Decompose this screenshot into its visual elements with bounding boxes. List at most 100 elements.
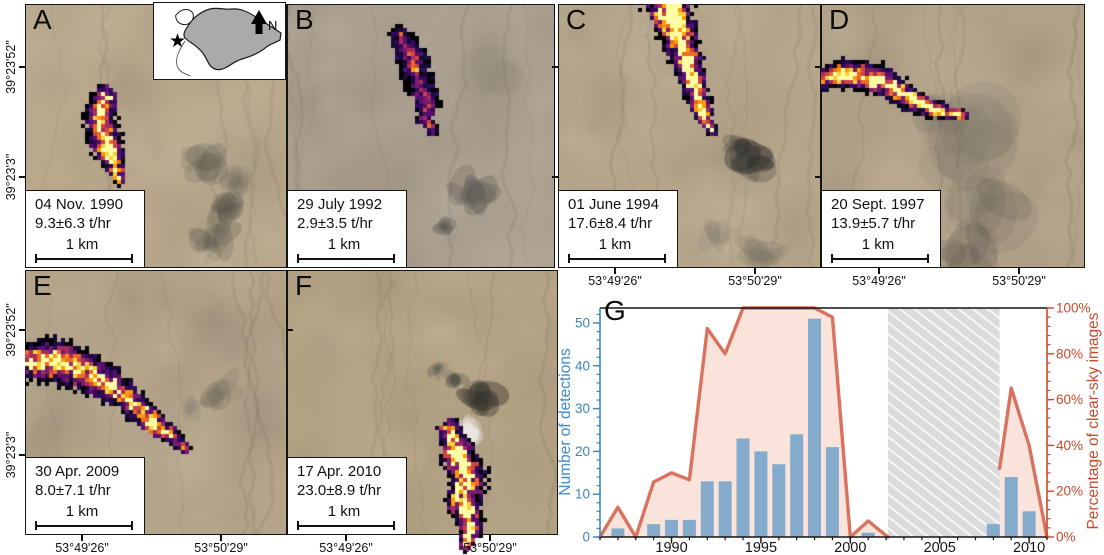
lon-label-f-left: 53°49'26" xyxy=(319,541,373,555)
lon-label-e-right: 53°50'29" xyxy=(194,541,248,555)
lat-tick xyxy=(19,176,25,178)
panel-f-date: 17 Apr. 2010 xyxy=(297,463,382,480)
right-tick-label: 100% xyxy=(1056,301,1091,316)
panel-d-infobox: 20 Sept. 1997 13.9±5.7 t/hr 1 km xyxy=(821,190,941,268)
lat-tick xyxy=(19,454,25,456)
bar-1992 xyxy=(700,481,714,537)
lon-tick xyxy=(878,268,880,274)
panel-c-scalebar xyxy=(568,253,666,263)
lon-tick xyxy=(1018,268,1020,274)
panel-d-rate: 13.9±5.7 t/hr xyxy=(831,214,916,232)
panel-f-scalebar xyxy=(297,520,395,530)
bar-1993 xyxy=(718,481,732,537)
bar-1996 xyxy=(772,464,786,537)
panel-e-scalebar xyxy=(35,520,133,530)
left-tick-label: 20 xyxy=(575,444,590,459)
lat-tick xyxy=(19,66,25,68)
detections-bars xyxy=(611,318,1036,537)
left-tick-label: 40 xyxy=(575,358,590,373)
lon-label-d-right: 53°50'29" xyxy=(992,274,1046,288)
bar-1995 xyxy=(754,451,768,537)
bar-1989 xyxy=(647,524,661,537)
panel-a-letter: A xyxy=(33,4,52,35)
bar-2008 xyxy=(986,524,1000,537)
panel-d-scale-label: 1 km xyxy=(861,235,895,253)
bar-1994 xyxy=(736,438,750,537)
data-gap-hatch-region xyxy=(887,308,1000,537)
bar-2009 xyxy=(1004,477,1018,537)
bar-1991 xyxy=(682,519,696,537)
panel-b: B 29 July 1992 2.9±3.5 t/hr 1 km xyxy=(287,4,555,298)
panel-c: C 01 June 1994 17.6±8.4 t/hr 1 km xyxy=(558,4,821,298)
panel-f-scale-label: 1 km xyxy=(327,502,361,520)
left-tick-label: 30 xyxy=(575,401,590,416)
panel-f-rate: 23.0±8.9 t/hr xyxy=(297,481,382,499)
x-tick-label: 1995 xyxy=(745,540,777,555)
lat-label-bottom-row1: 39°23'3" xyxy=(4,153,18,201)
turkmenistan-outline xyxy=(183,7,282,71)
lon-tick xyxy=(489,535,491,541)
bar-2010 xyxy=(1022,511,1036,537)
panel-e-scale-label: 1 km xyxy=(65,502,99,520)
panel-c-scale-label: 1 km xyxy=(598,235,632,253)
bar-2001 xyxy=(861,532,875,537)
left-axis: 0 10 20 30 40 50 xyxy=(575,308,601,545)
panel-a-scale-label: 1 km xyxy=(65,235,99,253)
lon-tick xyxy=(81,535,83,541)
lat-tick xyxy=(19,329,25,331)
caspian-coastline xyxy=(176,40,192,77)
lon-label-f-right: 53°50'29" xyxy=(463,541,517,555)
right-tick-label: 80% xyxy=(1056,346,1083,361)
lat-tick xyxy=(287,329,293,331)
lat-tick xyxy=(552,66,558,68)
panel-b-scalebar xyxy=(297,253,395,263)
panel-e-date: 30 Apr. 2009 xyxy=(35,463,120,480)
lon-label-d-left: 53°49'26" xyxy=(852,274,906,288)
right-tick-label: 20% xyxy=(1056,484,1083,499)
panel-e-rate: 8.0±7.1 t/hr xyxy=(35,481,111,499)
lon-tick xyxy=(614,268,616,274)
x-tick-label: 2010 xyxy=(1013,540,1045,555)
panel-g-letter: G xyxy=(604,295,626,326)
right-axis-title: Percentage of clear-sky images xyxy=(1085,312,1102,530)
panel-f-infobox: 17 Apr. 2010 23.0±8.9 t/hr 1 km xyxy=(287,457,407,535)
panel-a-rate: 9.3±6.3 t/hr xyxy=(35,214,111,232)
panel-b-letter: B xyxy=(295,4,314,35)
panel-b-date: 29 July 1992 xyxy=(297,196,383,213)
bar-1987 xyxy=(611,528,625,537)
panel-a: A 04 Nov. 1990 9.3±6.3 t/hr 1 km ★ N xyxy=(25,2,287,298)
right-axis: 0% 20% 40% 60% 80% 100% xyxy=(1046,301,1091,545)
panel-e: E 30 Apr. 2009 8.0±7.1 t/hr 1 km xyxy=(25,270,287,555)
site-star-icon: ★ xyxy=(169,31,186,52)
panel-b-infobox: 29 July 1992 2.9±3.5 t/hr 1 km xyxy=(287,190,407,268)
lat-label-top-row2: 39°23'52" xyxy=(4,303,18,357)
left-tick-label: 50 xyxy=(575,315,590,330)
x-tick-label: 2000 xyxy=(834,540,866,555)
bar-1998 xyxy=(808,318,822,537)
x-tick-label: 1990 xyxy=(655,540,687,555)
bar-1990 xyxy=(665,519,679,537)
panel-d-date: 20 Sept. 1997 xyxy=(831,196,925,213)
right-tick-label: 60% xyxy=(1056,392,1083,407)
panel-c-rate: 17.6±8.4 t/hr xyxy=(568,214,653,232)
lon-tick xyxy=(345,535,347,541)
panel-c-infobox: 01 June 1994 17.6±8.4 t/hr 1 km xyxy=(558,190,678,268)
lat-label-top-row1: 39°23'52" xyxy=(4,40,18,94)
left-tick-label: 0 xyxy=(582,530,590,545)
x-tick-label: 2005 xyxy=(924,540,956,555)
north-label: N xyxy=(268,18,277,33)
panel-e-infobox: 30 Apr. 2009 8.0±7.1 t/hr 1 km xyxy=(25,457,145,535)
lat-tick xyxy=(815,66,821,68)
bar-1997 xyxy=(790,434,804,537)
lon-label-c-right: 53°50'29" xyxy=(728,274,782,288)
panel-c-letter: C xyxy=(566,4,587,35)
lon-tick xyxy=(754,268,756,274)
lon-tick xyxy=(220,535,222,541)
panel-d-letter: D xyxy=(829,4,850,35)
panel-b-rate: 2.9±3.5 t/hr xyxy=(297,214,373,232)
x-axis: 1990 1995 2000 2005 2010 xyxy=(599,537,1048,555)
panel-a-scalebar xyxy=(35,253,133,263)
panel-d-scalebar xyxy=(831,253,929,263)
lon-label-e-left: 53°49'26" xyxy=(55,541,109,555)
